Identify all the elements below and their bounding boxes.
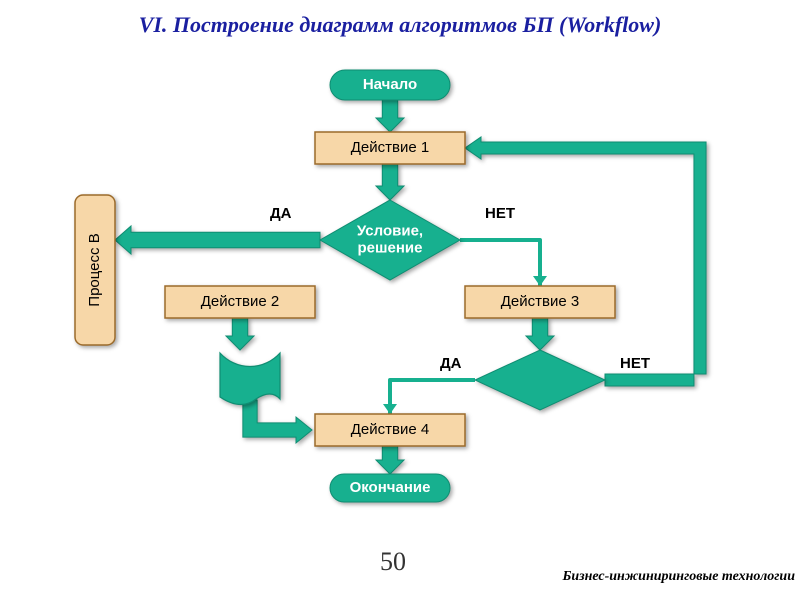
page-title: VI. Построение диаграмм алгоритмов БП (W… (139, 12, 662, 37)
arrow-left (115, 226, 320, 254)
node-label-action3: Действие 3 (501, 293, 579, 310)
nodes-group: Начало Действие 1 Условие,решение Действие … (75, 70, 615, 502)
footer-text: Бизнес-инжиниринговые технологии (561, 569, 795, 584)
node-label-action2: Действие 2 (201, 293, 279, 310)
connector (460, 240, 540, 286)
node-label-end: Окончание (350, 479, 431, 496)
node-doc (220, 353, 280, 405)
edge-label: НЕТ (485, 205, 515, 222)
arrow-down (526, 318, 554, 350)
arrow-down (226, 318, 254, 350)
edge-label: ДА (440, 355, 462, 372)
connector-head (533, 276, 547, 286)
page-number: 50 (380, 547, 406, 576)
edge-label: ДА (270, 205, 292, 222)
node-decision2 (475, 350, 605, 410)
connector-head (383, 404, 397, 414)
arrow-down (376, 100, 404, 132)
arrow-down (376, 164, 404, 200)
node-label-action1: Действие 1 (351, 139, 429, 156)
connector (390, 380, 475, 414)
arrow-feedback (465, 137, 706, 386)
node-label-start: Начало (363, 76, 417, 93)
node-label-processB: Процесс B (86, 233, 103, 306)
flowchart-canvas: VI. Построение диаграмм алгоритмов БП (W… (0, 0, 800, 600)
edge-label: НЕТ (620, 355, 650, 372)
node-label-decision1: Условие, (357, 222, 423, 239)
node-label-action4: Действие 4 (351, 421, 429, 438)
arrow-down (376, 446, 404, 474)
arrow-elbow (243, 400, 312, 443)
node-label-decision1: решение (358, 239, 423, 256)
